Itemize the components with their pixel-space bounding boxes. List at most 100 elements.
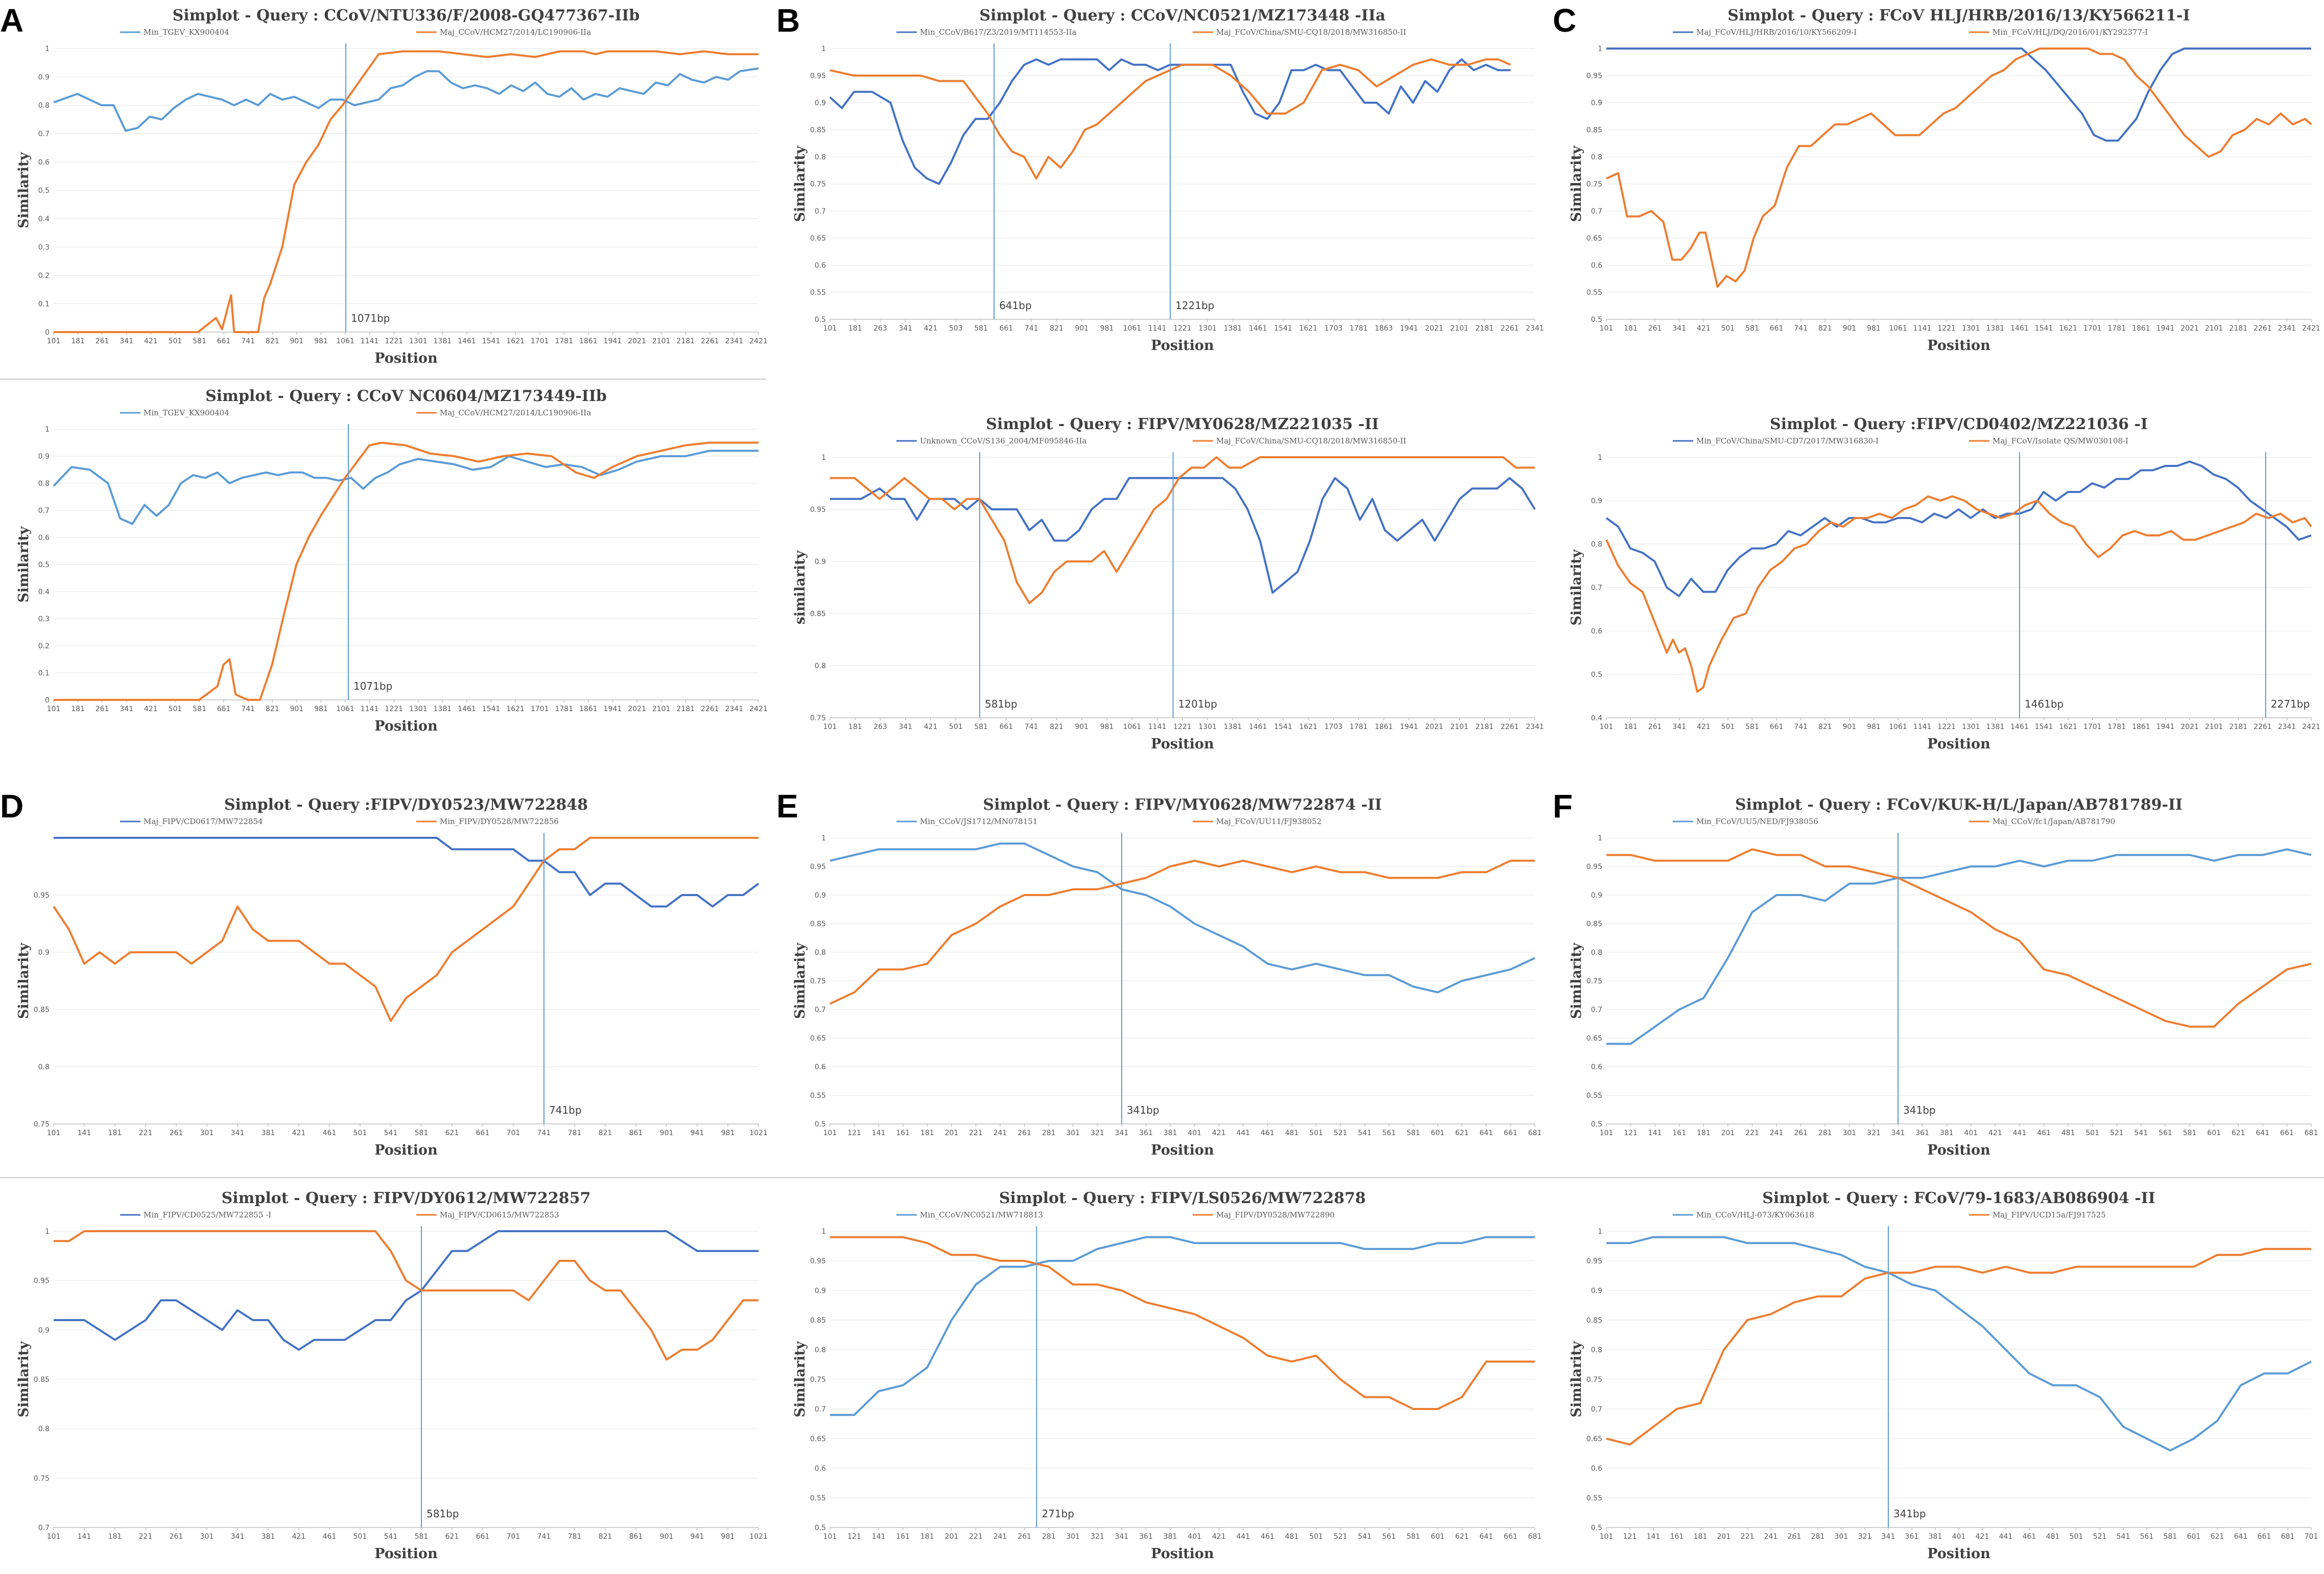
x-tick-d2-14: 661	[476, 1533, 490, 1541]
x-tick-a2-25: 2101	[652, 705, 671, 713]
x-tick-b2-26: 2181	[1476, 723, 1494, 731]
x-tick-c2-0: 101	[1600, 723, 1614, 731]
series-line-f-0	[1606, 848, 2312, 1045]
legend-label-e-0: Min_CCoV/JS1712/MN078151	[920, 817, 1037, 826]
x-tick-e-1: 121	[847, 1129, 861, 1137]
panel-letter-b: B	[776, 2, 800, 39]
x-tick-f2-26: 621	[2211, 1533, 2224, 1541]
x-tick-c-0: 101	[1600, 324, 1614, 333]
y-tick-a2-10: 1	[45, 426, 50, 434]
x-tick-d2-12: 581	[415, 1533, 429, 1541]
x-tick-d-17: 781	[568, 1129, 582, 1137]
x-tick-e-11: 321	[1090, 1129, 1104, 1137]
x-tick-d-16: 741	[537, 1129, 551, 1137]
x-tick-e2-16: 421	[1212, 1533, 1226, 1541]
x-tick-a-25: 2101	[652, 337, 671, 345]
x-tick-d2-7: 381	[262, 1533, 275, 1541]
chart-a2: Simplot - Query : CCoV NC0604/MZ173449-I…	[16, 387, 768, 734]
y-tick-e2-3: 0.65	[810, 1435, 826, 1443]
x-tick-f2-11: 321	[1858, 1533, 1872, 1541]
x-tick-e2-0: 101	[823, 1533, 837, 1541]
series-line-e2-1	[830, 1236, 1535, 1410]
series-line-a-0	[53, 67, 759, 132]
x-tick-a-17: 1461	[458, 337, 476, 345]
x-tick-b-9: 821	[1050, 324, 1063, 333]
x-tick-b-19: 1621	[1299, 324, 1318, 333]
x-tick-b-12: 1061	[1123, 324, 1142, 333]
x-tick-c2-16: 1381	[1986, 723, 2005, 731]
x-axis-label-e2: Position	[1151, 1546, 1214, 1562]
y-tick-b-8: 0.9	[815, 99, 826, 107]
x-tick-d2-2: 181	[108, 1533, 122, 1541]
x-axis-label-c: Position	[1927, 338, 1990, 354]
y-tick-c-4: 0.7	[1591, 207, 1602, 216]
x-tick-a2-26: 2181	[676, 705, 695, 713]
y-tick-c-8: 0.9	[1591, 99, 1602, 107]
x-tick-e-3: 161	[896, 1129, 910, 1137]
x-tick-a2-15: 1301	[409, 705, 428, 713]
y-axis-label-c: Similarity	[1569, 145, 1584, 222]
y-tick-f2-7: 0.85	[1586, 1317, 1602, 1325]
x-tick-e-5: 201	[945, 1129, 959, 1137]
x-tick-d-18: 821	[599, 1129, 612, 1137]
x-tick-c-10: 901	[1842, 324, 1856, 333]
x-tick-b2-13: 1141	[1148, 723, 1167, 731]
legend-label-a2-0: Min_TGEV_KX900404	[144, 408, 229, 417]
x-tick-e-15: 401	[1188, 1129, 1201, 1137]
x-tick-b-18: 1541	[1274, 324, 1292, 333]
chart-d2: Simplot - Query : FIPV/DY0612/MW722857 Mi…	[16, 1189, 768, 1562]
x-tick-f2-13: 361	[1905, 1533, 1919, 1541]
x-tick-c-6: 581	[1745, 324, 1759, 333]
x-tick-d2-17: 781	[568, 1533, 582, 1541]
x-tick-d2-16: 741	[537, 1533, 551, 1541]
y-tick-f-7: 0.85	[1586, 920, 1602, 928]
x-tick-f-19: 481	[2061, 1129, 2075, 1137]
x-tick-f-2: 141	[1648, 1129, 1662, 1137]
x-tick-d2-4: 261	[170, 1533, 183, 1541]
legend-label-f2-1: Maj_FIPV/UCD15a/FJ917525	[1993, 1210, 2106, 1219]
y-tick-f2-9: 0.95	[1586, 1257, 1602, 1265]
y-axis-label-e2: Similarity	[792, 1341, 808, 1417]
series-line-e-1	[829, 859, 1535, 1005]
y-tick-f-2: 0.6	[1591, 1063, 1602, 1071]
x-tick-b2-9: 821	[1050, 723, 1063, 731]
x-tick-e-8: 261	[1017, 1129, 1031, 1137]
x-tick-e-21: 521	[1334, 1129, 1347, 1137]
y-tick-e2-1: 0.55	[810, 1494, 826, 1502]
y-tick-d-1: 0.8	[38, 1063, 50, 1071]
x-tick-d2-13: 621	[445, 1533, 459, 1541]
x-tick-a-6: 581	[193, 337, 206, 345]
x-tick-e2-19: 481	[1285, 1533, 1299, 1541]
x-tick-c-3: 341	[1672, 324, 1686, 333]
y-tick-f-4: 0.7	[1591, 1006, 1602, 1014]
series-line-c-0	[1606, 48, 2311, 142]
chart-a: Simplot - Query : CCoV/NTU336/F/2008-GQ4…	[16, 7, 768, 366]
chart-title-a2: Simplot - Query : CCoV NC0604/MZ173449-I…	[205, 387, 607, 405]
y-tick-c-3: 0.65	[1586, 234, 1602, 243]
x-tick-f-10: 301	[1842, 1129, 1856, 1137]
x-tick-a-27: 2261	[701, 337, 719, 345]
y-tick-e2-9: 0.95	[810, 1257, 826, 1265]
x-tick-d2-1: 141	[78, 1533, 91, 1541]
y-tick-c2-5: 0.9	[1591, 497, 1602, 505]
x-tick-b2-3: 341	[898, 723, 912, 731]
x-tick-f-24: 581	[2183, 1129, 2197, 1137]
x-tick-a-16: 1381	[434, 337, 452, 345]
x-tick-b-1: 181	[848, 324, 862, 333]
x-tick-e2-14: 381	[1164, 1533, 1177, 1541]
x-tick-b2-4: 421	[924, 723, 938, 731]
y-tick-a2-5: 0.5	[38, 561, 50, 569]
x-axis-label-d2: Position	[374, 1546, 438, 1562]
x-tick-e2-21: 521	[1334, 1533, 1347, 1541]
y-tick-b-6: 0.8	[815, 153, 826, 161]
x-tick-b-15: 1301	[1198, 324, 1217, 333]
panel-letter-a: A	[0, 2, 23, 39]
x-tick-d-5: 301	[200, 1129, 214, 1137]
x-tick-d2-19: 861	[629, 1533, 643, 1541]
x-axis-label-a: Position	[374, 350, 438, 366]
y-tick-e-4: 0.7	[815, 1006, 826, 1014]
x-tick-f2-18: 461	[2023, 1533, 2036, 1541]
y-tick-b-5: 0.75	[810, 180, 826, 189]
x-tick-c-22: 1861	[2132, 324, 2150, 333]
x-tick-e2-15: 401	[1188, 1533, 1201, 1541]
